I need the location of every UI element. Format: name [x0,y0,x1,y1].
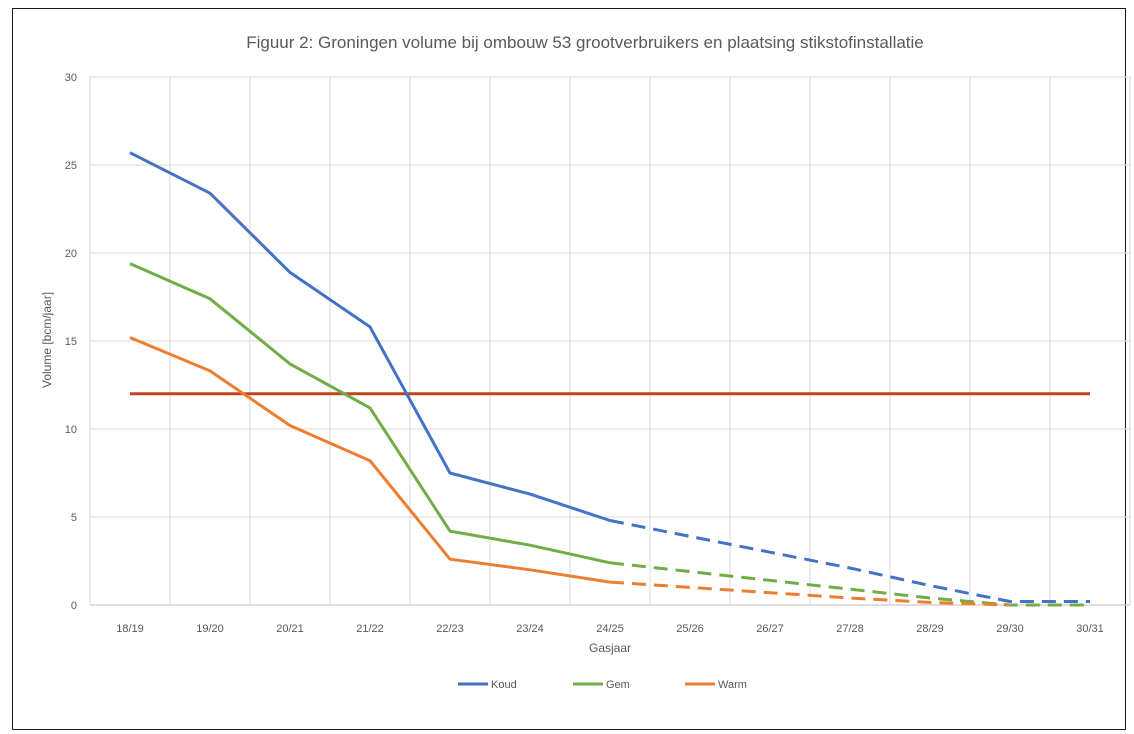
y-axis-label: Volume [bcm/jaar] [40,292,54,388]
x-tick-label: 27/28 [836,623,864,635]
x-tick-label: 29/30 [996,623,1024,635]
series-lines [129,151,1090,607]
y-tick-label: 20 [65,248,77,260]
legend: Koud Gem Warm [458,679,747,691]
y-tick-label: 5 [71,512,77,524]
warm-series-line [129,336,611,584]
chart-frame [12,8,1126,730]
warm-legend-label: Warm [718,679,747,691]
x-axis-label: Gasjaar [589,641,631,655]
gridlines [89,76,1131,605]
x-tick-label: 30/31 [1076,623,1104,635]
x-tick-label: 28/29 [916,623,944,635]
koud-legend-label: Koud [491,679,517,691]
y-tick-label: 10 [65,424,77,436]
x-tick-label: 24/25 [596,623,624,635]
y-axis-ticks: 0 5 10 15 20 25 30 [65,72,77,612]
warm-series-projection-line [609,580,1011,607]
x-tick-label: 25/26 [676,623,704,635]
gem-series-line [129,262,611,565]
x-tick-label: 21/22 [356,623,384,635]
koud-series-projection-line [609,519,1090,603]
x-tick-label: 18/19 [116,623,144,635]
x-tick-label: 23/24 [516,623,544,635]
y-tick-label: 15 [65,336,77,348]
y-tick-label: 25 [65,160,77,172]
chart-title: Figuur 2: Groningen volume bij ombouw 53… [246,33,924,52]
x-axis-ticks: 18/19 19/20 20/21 21/22 22/23 23/24 24/25 25/26… [116,623,1104,635]
gem-legend-label: Gem [606,679,630,691]
y-tick-label: 30 [65,72,77,84]
x-tick-label: 20/21 [276,623,304,635]
x-tick-label: 26/27 [756,623,784,635]
x-tick-label: 22/23 [436,623,464,635]
y-tick-label: 0 [71,600,77,612]
koud-series-line [129,151,611,522]
x-tick-label: 19/20 [196,623,224,635]
